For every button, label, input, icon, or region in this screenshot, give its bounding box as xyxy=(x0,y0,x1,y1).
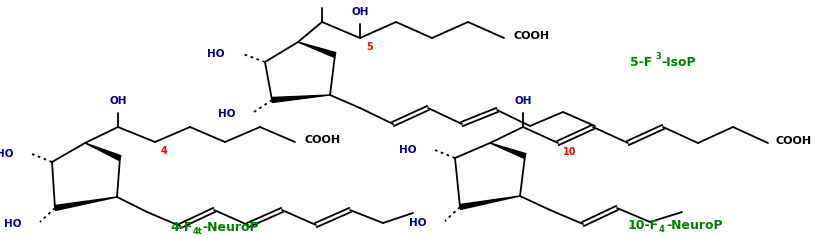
Text: OH: OH xyxy=(314,0,331,1)
Text: OH: OH xyxy=(351,7,369,17)
Text: 10: 10 xyxy=(563,147,576,157)
Text: OH: OH xyxy=(109,96,127,106)
Text: 5-F: 5-F xyxy=(630,55,653,69)
Text: HO: HO xyxy=(399,145,417,155)
Text: 10-F: 10-F xyxy=(628,219,659,232)
Text: HO: HO xyxy=(0,149,14,159)
Text: COOH: COOH xyxy=(776,136,812,146)
Polygon shape xyxy=(85,143,121,160)
Text: 4-F: 4-F xyxy=(170,221,193,234)
Text: 4: 4 xyxy=(659,225,665,234)
Polygon shape xyxy=(54,197,117,210)
Text: 4: 4 xyxy=(161,146,168,156)
Text: HO: HO xyxy=(218,109,236,119)
Polygon shape xyxy=(490,143,526,158)
Text: COOH: COOH xyxy=(305,135,341,145)
Text: -NeuroP: -NeuroP xyxy=(202,221,258,234)
Polygon shape xyxy=(272,95,330,103)
Text: 4t: 4t xyxy=(193,227,203,236)
Polygon shape xyxy=(298,42,336,57)
Text: HO: HO xyxy=(207,49,225,59)
Text: -IsoP: -IsoP xyxy=(661,55,695,69)
Text: HO: HO xyxy=(410,218,427,228)
Text: 5: 5 xyxy=(366,42,373,52)
Text: HO: HO xyxy=(4,219,22,229)
Text: COOH: COOH xyxy=(514,31,550,41)
Text: OH: OH xyxy=(514,96,532,106)
Text: -NeuroP: -NeuroP xyxy=(666,219,723,232)
Text: 3: 3 xyxy=(655,52,661,61)
Polygon shape xyxy=(459,196,520,209)
